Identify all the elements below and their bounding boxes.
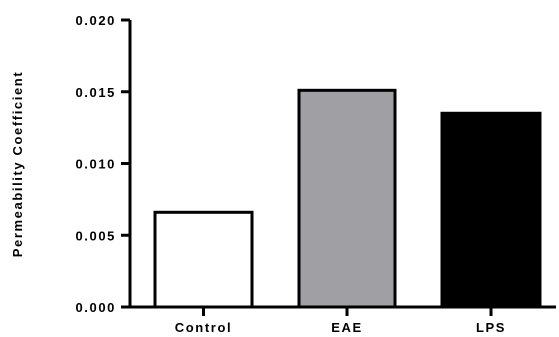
bar-eae	[297, 88, 397, 309]
x-axis: Control EAE LPS	[128, 305, 556, 335]
y-tick-label: 0.020	[75, 13, 116, 28]
y-tick-label: 0.010	[75, 157, 116, 172]
y-axis-title: Permeability Coefficient	[10, 71, 25, 258]
bars	[153, 88, 542, 309]
y-tick-label: 0.015	[75, 85, 116, 100]
bar-lps	[440, 111, 542, 309]
x-tick-label: Control	[175, 320, 232, 335]
y-axis: 0.000 0.005 0.010 0.015 0.020	[75, 13, 132, 315]
x-tick-label: EAE	[331, 320, 363, 335]
y-tick-label: 0.005	[75, 228, 116, 243]
y-tick-label: 0.000	[75, 300, 116, 315]
bar-control	[153, 210, 254, 309]
x-tick-label: LPS	[476, 320, 506, 335]
